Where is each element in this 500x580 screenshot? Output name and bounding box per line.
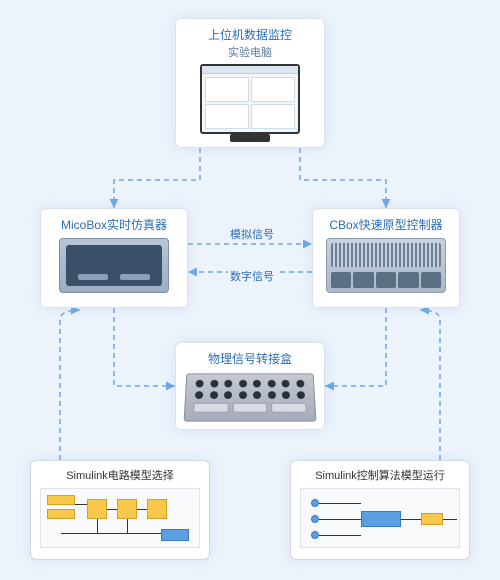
sim-right-illustration — [299, 488, 461, 548]
cbox-title: CBox快速原型控制器 — [321, 217, 451, 234]
host-computer-node: 上位机数据监控 实验电脑 — [175, 18, 325, 148]
junction-title: 物理信号转接盒 — [184, 351, 316, 368]
host-subtitle: 实验电脑 — [184, 44, 316, 60]
sim-left-illustration — [39, 488, 201, 548]
connector-host_to_micobox — [114, 148, 200, 208]
sim-right-title: Simulink控制算法模型运行 — [299, 469, 461, 484]
connector-host_to_cbox — [300, 148, 386, 208]
digital-signal-label: 数字信号 — [228, 268, 276, 284]
connector-cbox_to_junction — [325, 308, 386, 386]
junction-illustration — [184, 372, 316, 422]
sim-left-title: Simulink电路模型选择 — [39, 469, 201, 484]
cbox-illustration — [321, 238, 451, 293]
simulink-circuit-node: Simulink电路模型选择 — [30, 460, 210, 560]
micobox-title: MicoBox实时仿真器 — [49, 217, 179, 234]
micobox-node: MicoBox实时仿真器 — [40, 208, 188, 308]
connector-simleft_to_mico — [60, 310, 80, 460]
micobox-illustration — [49, 238, 179, 293]
cbox-node: CBox快速原型控制器 — [312, 208, 460, 308]
junction-box-node: 物理信号转接盒 — [175, 342, 325, 430]
connector-simright_to_cbox — [420, 310, 440, 460]
monitor-illustration — [184, 64, 316, 134]
simulink-control-node: Simulink控制算法模型运行 — [290, 460, 470, 560]
connector-mico_to_junction — [114, 308, 175, 386]
analog-signal-label: 模拟信号 — [228, 226, 276, 242]
host-title: 上位机数据监控 — [184, 27, 316, 44]
